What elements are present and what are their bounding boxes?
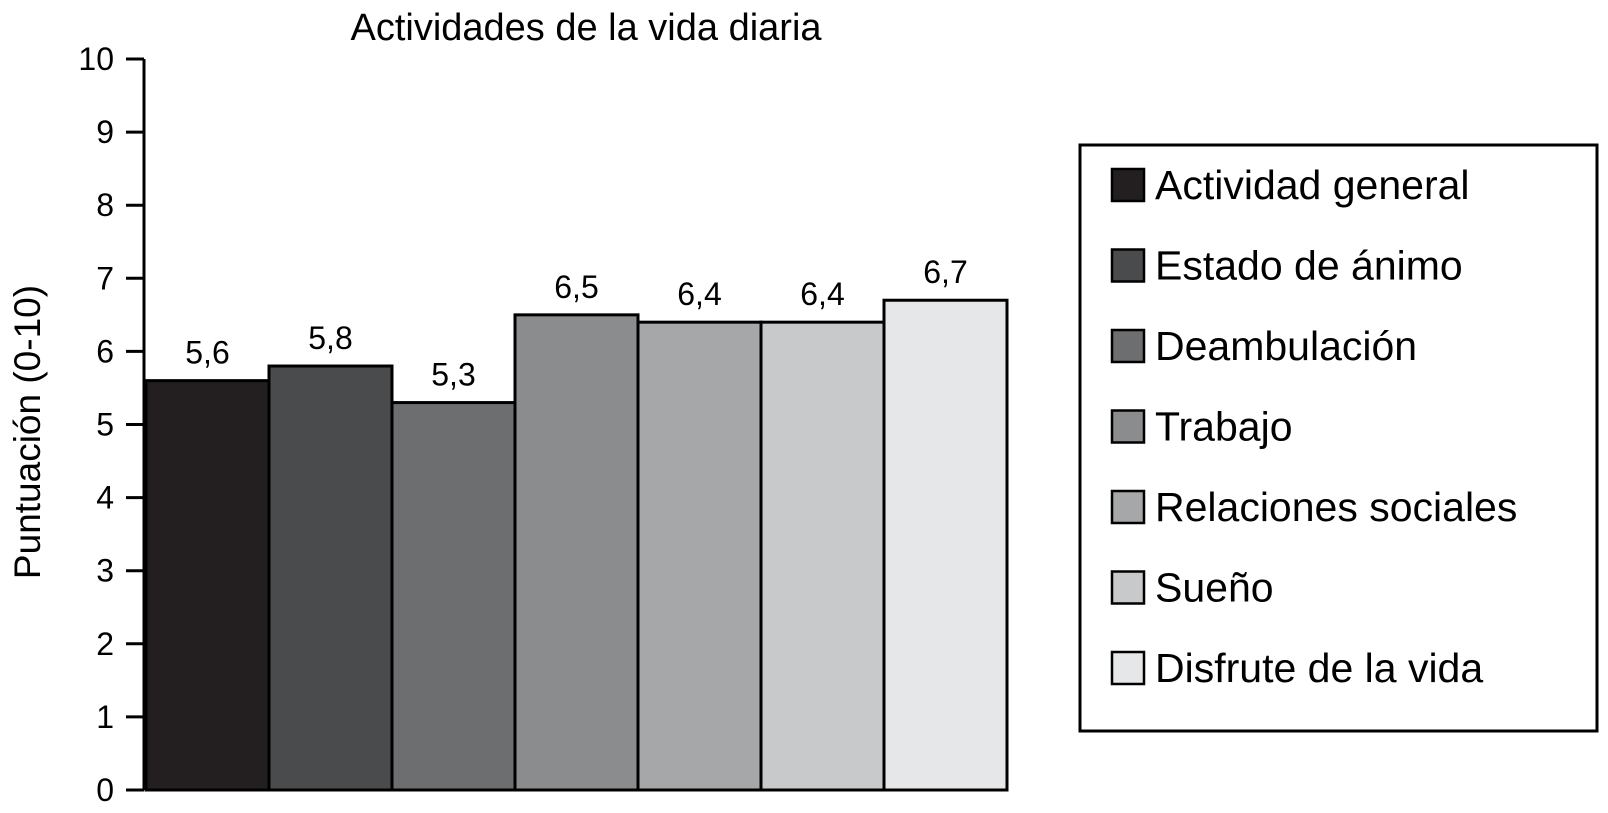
bar-value-label: 6,4: [800, 276, 844, 312]
y-tick-label: 6: [96, 333, 114, 369]
legend-swatch: [1110, 489, 1146, 525]
bar-value-label: 6,4: [677, 276, 721, 312]
bar: [759, 320, 886, 792]
legend-label: Disfrute de la vida: [1155, 645, 1483, 691]
bar-value-label: 6,5: [554, 269, 598, 305]
bar: [513, 313, 640, 792]
legend-label: Estado de ánimo: [1155, 243, 1463, 289]
bar: [882, 298, 1009, 792]
bar-value-label: 6,7: [923, 254, 967, 290]
legend-label: Actividad general: [1155, 162, 1470, 208]
legend-swatch: [1110, 570, 1146, 605]
bars: [144, 298, 1009, 792]
bar-value-label: 5,8: [308, 320, 352, 356]
legend: Actividad general Estado de ánimo Deambula…: [1078, 143, 1599, 733]
y-tick-label: 10: [78, 41, 114, 77]
legend-label: Relaciones sociales: [1155, 484, 1517, 530]
y-tick-label: 5: [96, 407, 114, 443]
legend-swatch: [1110, 328, 1146, 364]
bar-value-label: 5,6: [185, 335, 229, 371]
legend-box: [1078, 143, 1599, 733]
legend-label: Sueño: [1155, 565, 1274, 611]
y-tick-label: 1: [96, 699, 114, 735]
bar: [267, 364, 394, 792]
y-tick-label: 7: [96, 260, 114, 296]
y-tick-label: 2: [96, 626, 114, 662]
legend-swatch: [1110, 650, 1146, 686]
legend-swatch: [1110, 409, 1146, 444]
legend-swatch: [1110, 167, 1146, 203]
y-axis-label: Puntuación (0-10): [7, 285, 48, 579]
y-tick-label: 4: [96, 480, 114, 516]
y-tick-label: 3: [96, 553, 114, 589]
y-axis-ticks: 0 1 2 3 4 5 6 7 8 9 10: [78, 41, 144, 808]
bar-value-label: 5,3: [431, 357, 475, 393]
legend-label: Deambulación: [1155, 323, 1417, 369]
y-tick-label: 0: [96, 772, 114, 808]
y-tick-label: 9: [96, 114, 114, 150]
bar: [144, 379, 271, 792]
bar: [390, 401, 517, 792]
y-tick-label: 8: [96, 187, 114, 223]
legend-label: Trabajo: [1155, 404, 1293, 450]
chart-title: Actividades de la vida diaria: [350, 7, 822, 49]
data-labels: 5,6 5,8 5,3 6,5 6,4 6,4 6,7: [185, 254, 967, 392]
bar: [636, 320, 763, 792]
legend-swatch: [1110, 248, 1146, 283]
